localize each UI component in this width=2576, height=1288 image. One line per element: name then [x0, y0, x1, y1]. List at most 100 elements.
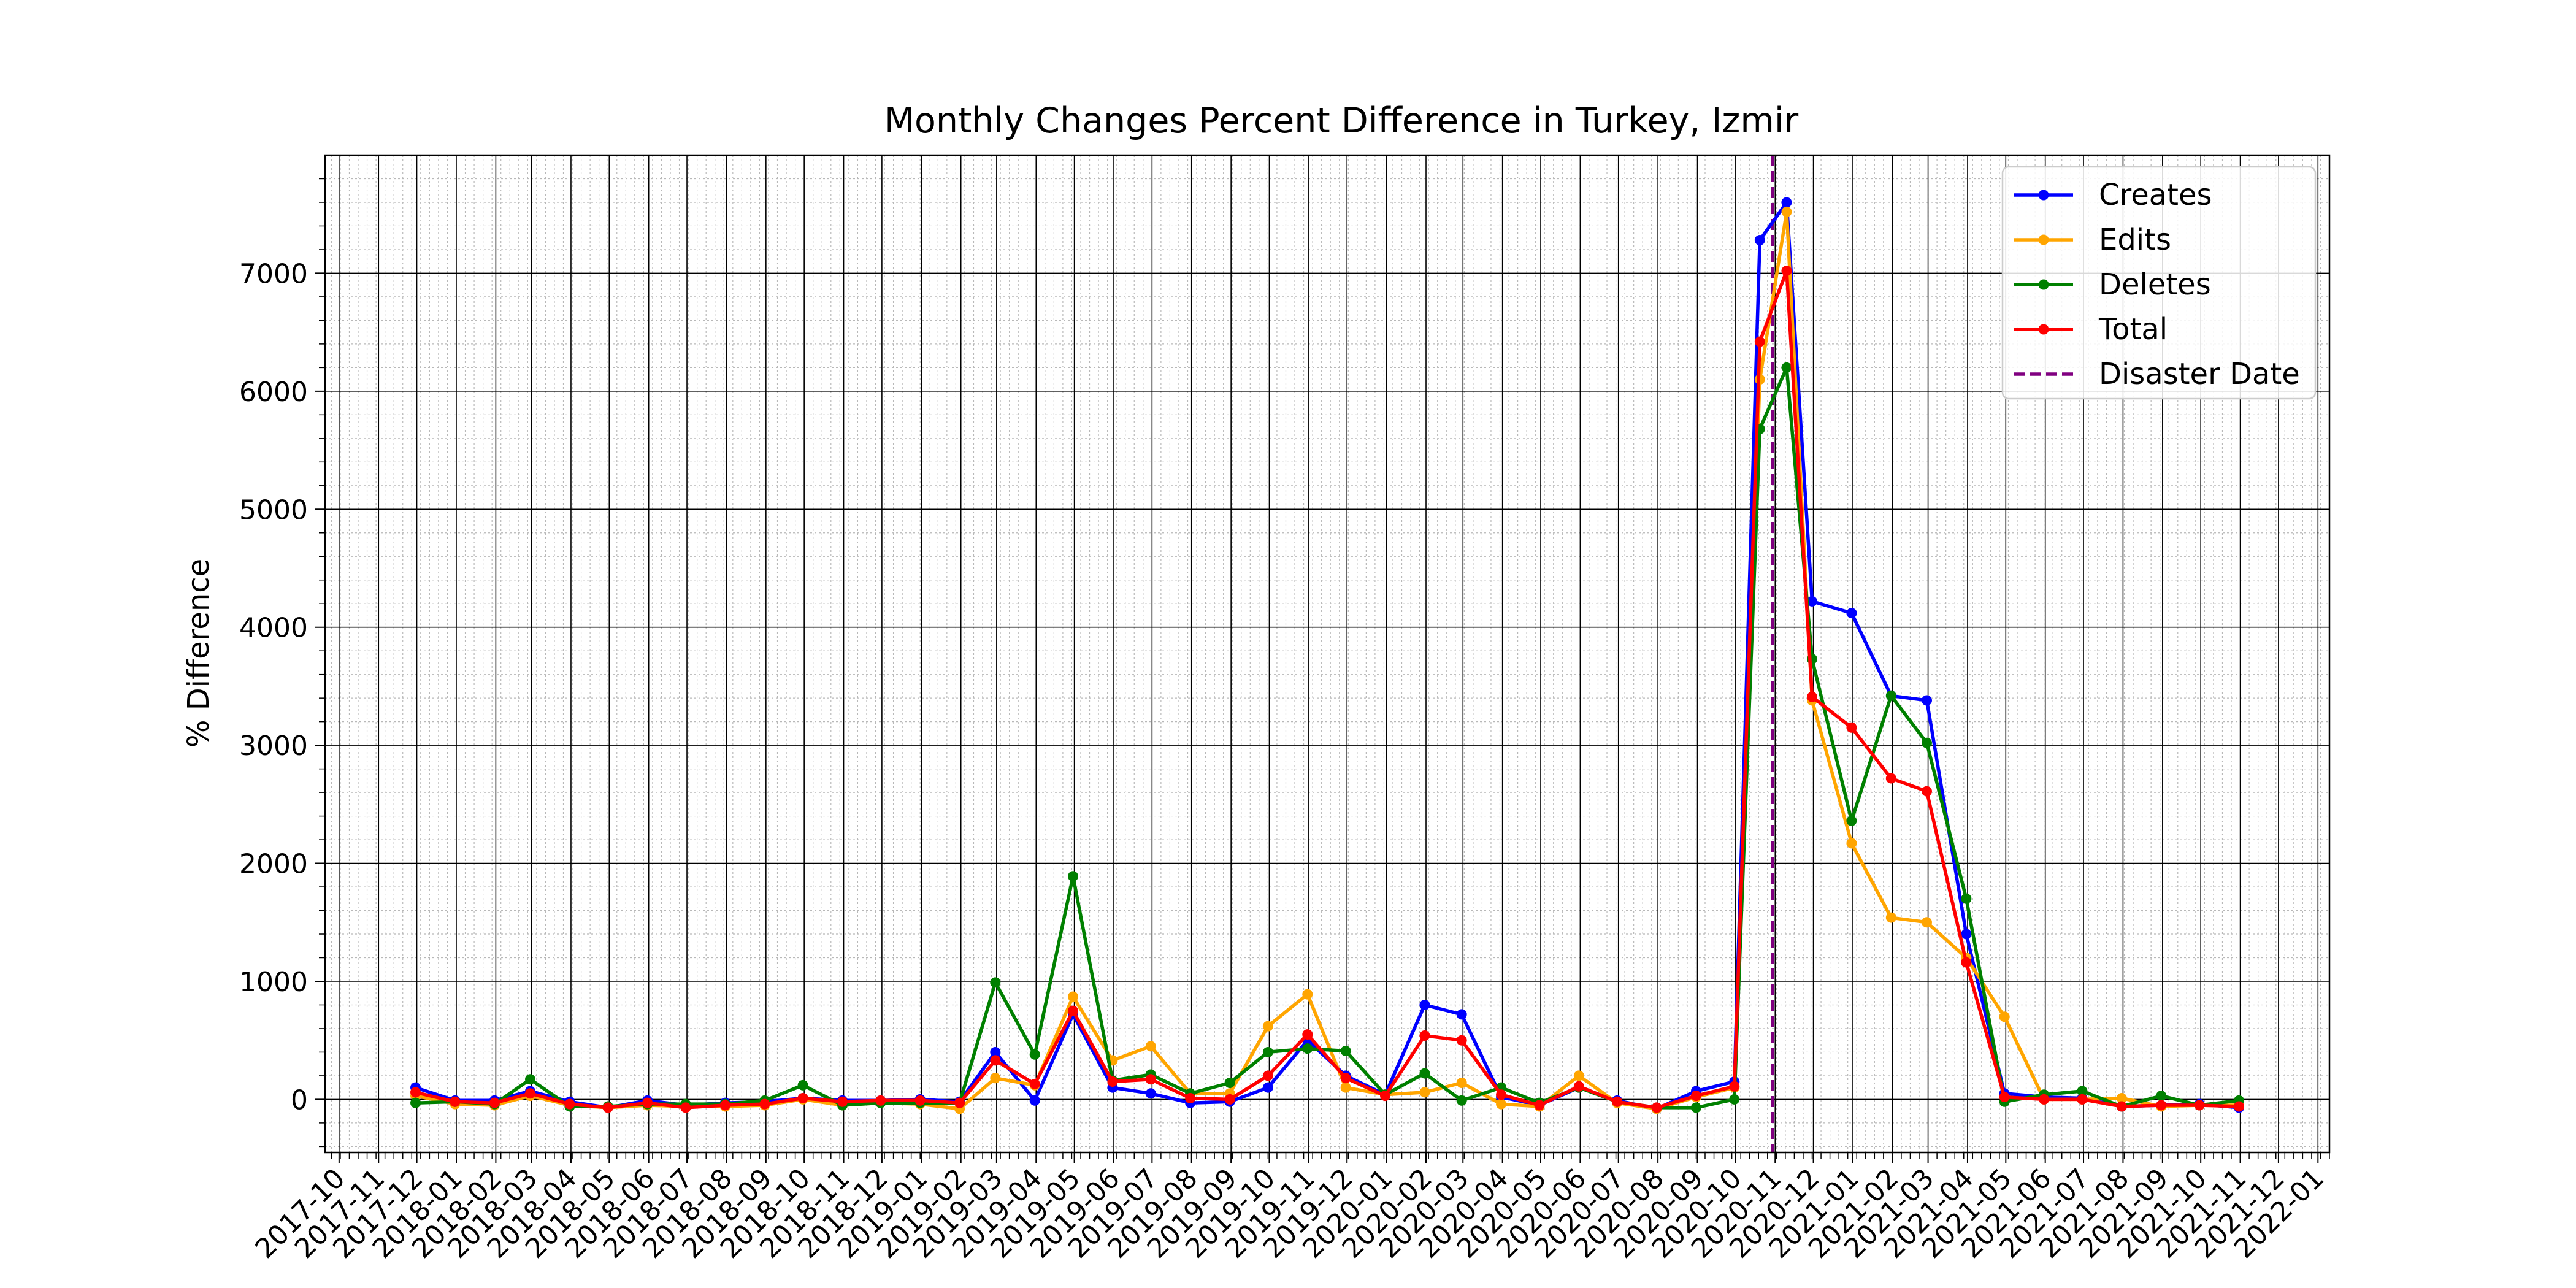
data-point-total — [1690, 1091, 1701, 1102]
series-layer — [410, 197, 2244, 1114]
data-point-total — [2156, 1100, 2167, 1111]
data-point-total — [1029, 1078, 1040, 1089]
data-point-deletes — [524, 1074, 535, 1085]
data-point-edits — [1456, 1077, 1467, 1088]
data-point-total — [875, 1095, 886, 1106]
data-point-total — [1419, 1030, 1430, 1041]
data-point-total — [2233, 1101, 2244, 1112]
data-point-edits — [1068, 991, 1079, 1002]
data-point-creates — [1846, 608, 1857, 619]
data-point-creates — [1419, 999, 1430, 1010]
data-point-total — [2194, 1100, 2205, 1111]
data-point-total — [410, 1087, 421, 1098]
data-point-total — [564, 1098, 575, 1110]
legend-marker-edits — [2038, 234, 2049, 245]
data-point-deletes — [2077, 1086, 2088, 1097]
data-point-total — [602, 1102, 613, 1113]
data-point-total — [1224, 1094, 1235, 1105]
data-point-deletes — [1419, 1068, 1430, 1079]
data-point-total — [1380, 1091, 1391, 1102]
data-point-total — [2039, 1094, 2050, 1105]
y-axis-label: % Difference — [182, 559, 216, 748]
data-point-deletes — [1224, 1077, 1235, 1088]
y-axis: 0 1000 2000 3000 4000 5000 6000 7000 — [239, 178, 325, 1148]
legend-item-disaster-date: Disaster Date — [2014, 357, 2300, 391]
data-point-total — [914, 1095, 926, 1106]
data-point-edits — [1302, 989, 1313, 1000]
data-point-total — [1068, 1005, 1079, 1016]
data-point-total — [1846, 722, 1857, 733]
data-point-deletes — [1302, 1043, 1313, 1054]
legend-label-disaster-date: Disaster Date — [2099, 357, 2300, 391]
data-point-total — [1185, 1092, 1196, 1103]
data-point-creates — [1961, 929, 1972, 940]
y-tick-label: 0 — [291, 1084, 308, 1116]
legend-item-total: Total — [2014, 312, 2168, 347]
data-point-total — [1807, 691, 1818, 702]
data-point-deletes — [1781, 362, 1792, 373]
data-point-total — [1781, 266, 1792, 277]
data-point-deletes — [1961, 893, 1972, 904]
y-tick-label: 1000 — [239, 967, 308, 998]
data-point-total — [2116, 1101, 2127, 1112]
data-point-deletes — [990, 977, 1001, 988]
data-point-deletes — [1885, 690, 1896, 701]
legend-label-total: Total — [2098, 312, 2168, 347]
y-tick-label: 2000 — [239, 849, 308, 880]
major-grid — [325, 155, 2329, 1152]
y-tick-label: 4000 — [239, 613, 308, 644]
data-point-total — [1999, 1092, 2010, 1103]
data-point-total — [1145, 1074, 1156, 1085]
data-point-total — [680, 1102, 691, 1113]
data-point-total — [990, 1055, 1001, 1066]
data-point-creates — [1262, 1082, 1273, 1093]
data-point-total — [2077, 1094, 2088, 1105]
data-point-total — [1340, 1073, 1351, 1084]
y-tick-label: 6000 — [239, 377, 308, 408]
data-point-total — [837, 1096, 848, 1107]
data-point-edits — [1846, 838, 1857, 849]
data-point-total — [489, 1097, 500, 1108]
legend-box — [2001, 166, 2317, 400]
data-point-creates — [1145, 1088, 1156, 1099]
data-point-creates — [1807, 596, 1818, 607]
data-point-deletes — [797, 1079, 808, 1091]
data-point-total — [719, 1100, 730, 1111]
data-point-deletes — [1846, 815, 1857, 826]
data-point-total — [1921, 786, 1932, 797]
data-point-total — [1302, 1029, 1313, 1040]
data-point-edits — [1781, 206, 1792, 217]
data-point-total — [1573, 1081, 1584, 1092]
y-tick-label: 7000 — [239, 258, 308, 289]
data-point-total — [524, 1088, 535, 1099]
data-point-deletes — [410, 1097, 421, 1108]
data-point-deletes — [1262, 1046, 1273, 1057]
plot-frame — [324, 154, 2331, 1154]
data-point-total — [1496, 1089, 1507, 1100]
data-point-total — [642, 1097, 653, 1108]
data-point-edits — [1496, 1098, 1507, 1110]
data-point-edits — [1340, 1082, 1351, 1093]
data-point-total — [1534, 1100, 1545, 1111]
data-point-total — [1729, 1081, 1740, 1092]
data-point-edits — [2116, 1092, 2127, 1103]
y-tick-label: 5000 — [239, 494, 308, 526]
data-point-edits — [1885, 912, 1896, 923]
data-point-total — [1651, 1102, 1662, 1113]
data-point-edits — [1419, 1087, 1430, 1098]
data-point-edits — [1999, 1011, 2010, 1022]
data-point-deletes — [1029, 1049, 1040, 1060]
data-point-total — [1107, 1076, 1118, 1087]
legend-marker-deletes — [2038, 279, 2049, 290]
legend-item-edits: Edits — [2014, 223, 2171, 257]
legend-marker-total — [2038, 324, 2049, 335]
legend-marker-creates — [2038, 190, 2049, 201]
data-point-deletes — [1068, 871, 1079, 882]
data-point-total — [1262, 1070, 1273, 1081]
data-point-creates — [1456, 1009, 1467, 1020]
y-tick-label: 3000 — [239, 730, 308, 762]
data-point-total — [797, 1092, 808, 1103]
data-point-total — [1612, 1096, 1623, 1107]
data-point-total — [954, 1097, 965, 1108]
